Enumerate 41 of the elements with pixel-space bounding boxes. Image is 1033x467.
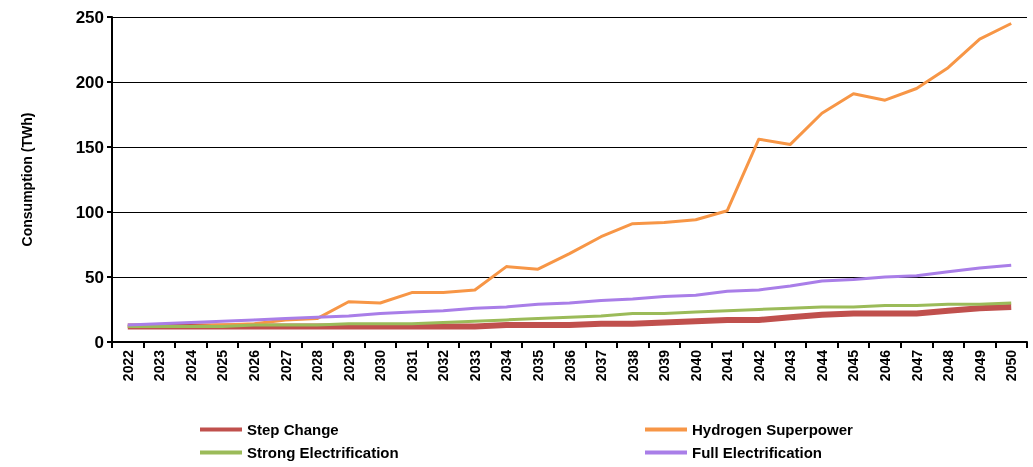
legend-label: Strong Electrification <box>247 444 399 461</box>
x-tick-label: 2038 <box>624 349 641 382</box>
legend-label: Full Electrification <box>692 444 823 461</box>
x-tick-label: 2049 <box>971 349 988 382</box>
x-tick-label: 2040 <box>687 349 704 382</box>
y-axis-title: Consumption (TWh) <box>19 112 35 247</box>
x-tick-label: 2033 <box>466 349 483 382</box>
x-tick-label: 2028 <box>309 349 326 382</box>
x-tick-label: 2050 <box>1003 349 1020 382</box>
x-tick-label: 2043 <box>782 349 799 382</box>
legend-label: Step Change <box>247 421 339 438</box>
x-tick-label: 2041 <box>719 349 736 382</box>
x-tick-label: 2026 <box>245 349 262 382</box>
x-tick-label: 2048 <box>940 349 957 382</box>
y-tick-label: 150 <box>75 137 104 157</box>
x-tick-label: 2039 <box>656 349 673 382</box>
x-tick-label: 2032 <box>435 349 452 382</box>
x-tick-label: 2045 <box>845 349 862 382</box>
line-series <box>126 263 1013 327</box>
y-tick-label: 200 <box>75 72 104 92</box>
x-tick-label: 2042 <box>750 349 767 382</box>
x-tick-label: 2022 <box>119 349 136 382</box>
x-tick-label: 2047 <box>908 349 925 382</box>
x-tick-label: 2037 <box>593 349 610 382</box>
x-tick-label: 2034 <box>498 349 515 382</box>
y-tick-label: 250 <box>75 7 104 27</box>
legend-label: Hydrogen Superpower <box>692 421 854 438</box>
y-tick-label: 100 <box>75 202 104 222</box>
y-tick-label: 50 <box>85 267 104 287</box>
x-tick-label: 2027 <box>277 349 294 382</box>
x-tick-label: 2024 <box>182 349 199 382</box>
y-tick-label: 0 <box>94 332 104 352</box>
x-tick-label: 2029 <box>340 349 357 382</box>
x-tick-label: 2023 <box>151 349 168 382</box>
x-tick-label: 2036 <box>561 349 578 382</box>
x-tick-label: 2030 <box>372 349 389 382</box>
x-tick-label: 2025 <box>214 349 231 382</box>
x-tick-label: 2031 <box>403 349 420 382</box>
x-tick-label: 2035 <box>529 349 546 382</box>
x-tick-label: 2046 <box>877 349 894 382</box>
x-tick-label: 2044 <box>813 349 830 382</box>
